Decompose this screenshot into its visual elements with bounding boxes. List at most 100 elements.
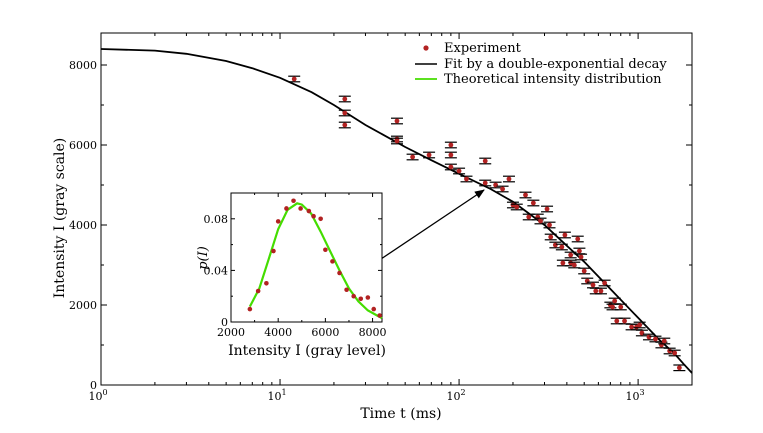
x-tick-label: 103 — [626, 388, 645, 403]
theoretical-curve — [248, 202, 383, 320]
inset-x-tick-label: 2000 — [217, 326, 245, 339]
data-point — [538, 218, 543, 224]
data-point — [618, 304, 624, 310]
data-point — [610, 304, 615, 310]
inset-data-point — [344, 287, 349, 293]
data-point — [544, 206, 550, 212]
inset-data-point — [323, 247, 328, 253]
data-point — [291, 76, 297, 82]
data-point — [526, 214, 532, 220]
inset-data-point — [337, 270, 342, 276]
inset-data-point — [377, 313, 382, 318]
data-point — [448, 142, 454, 148]
main-y-axis-label: Intensity I (gray scale) — [52, 138, 68, 299]
main-plot — [100, 32, 693, 386]
x-tick-label: 100 — [88, 388, 107, 403]
inset-data-point — [298, 206, 303, 211]
data-point — [514, 204, 520, 210]
data-point — [672, 350, 678, 356]
data-point — [394, 118, 400, 124]
inset-plot: 2000 4000 6000 8000 0 0.04 0.08 Intensity I (g… — [196, 192, 387, 359]
y-tick-label: 8000 — [69, 59, 97, 72]
y-tick-label: 4000 — [69, 219, 97, 232]
data-point — [571, 262, 577, 268]
inset-data-point — [330, 259, 335, 264]
inset-data-point — [264, 281, 269, 286]
inset-data-point — [291, 198, 296, 204]
legend-theory-label: Theoretical intensity distribution — [444, 72, 662, 87]
legend: Experiment Fit by a double-exponential d… — [415, 41, 667, 87]
inset-y-tick-label: 0.04 — [204, 264, 229, 277]
main-series — [100, 48, 693, 374]
data-point — [661, 338, 667, 344]
fit-curve — [100, 48, 693, 374]
data-point — [653, 336, 658, 342]
data-point — [646, 334, 652, 340]
inset-y-axis-label: p(I) — [196, 246, 211, 270]
legend-experiment-marker — [423, 45, 429, 51]
data-point — [426, 152, 432, 158]
x-tick-label: 101 — [267, 388, 286, 403]
inset-data-point — [271, 248, 276, 254]
main-plot-frame — [100, 32, 693, 386]
inset-data-point — [247, 306, 253, 312]
inset-data-point — [284, 206, 289, 211]
data-point — [602, 280, 608, 286]
main-x-axis-label: Time t (ms) — [360, 406, 441, 422]
inset-data-point — [311, 213, 316, 219]
y-tick-label: 6000 — [69, 139, 97, 152]
data-point — [612, 298, 618, 304]
data-point — [500, 186, 505, 192]
data-point — [456, 168, 462, 174]
data-point — [667, 348, 673, 354]
inset-y-tick-label: 0 — [221, 316, 228, 329]
data-point — [448, 152, 454, 158]
data-point — [410, 154, 415, 160]
inset-x-tick-label: 8000 — [359, 326, 387, 339]
data-point — [464, 176, 469, 182]
data-point — [590, 282, 596, 288]
data-point — [448, 164, 454, 170]
data-point — [575, 236, 581, 242]
inset-data-point — [351, 293, 356, 299]
data-point — [530, 200, 536, 206]
inset-data-point — [371, 306, 377, 312]
data-point — [622, 318, 627, 324]
legend-fit-label: Fit by a double-exponential decay — [444, 57, 667, 72]
x-tick-label: 102 — [447, 388, 466, 403]
data-point — [562, 232, 568, 238]
data-point — [482, 180, 488, 186]
data-point — [578, 254, 584, 260]
data-point — [598, 288, 604, 294]
inset-series — [247, 198, 383, 320]
annotation-arrow — [380, 189, 485, 260]
inset-data-point — [365, 295, 371, 300]
inset-y-tick-label: 0.08 — [204, 213, 229, 226]
data-point — [548, 234, 554, 240]
data-point — [547, 222, 552, 228]
inset-data-point — [306, 208, 312, 214]
data-point — [637, 322, 643, 328]
data-point — [523, 192, 528, 198]
y-tick-label: 0 — [90, 379, 97, 392]
inset-ticks: 2000 4000 6000 8000 0 0.04 0.08 — [204, 193, 387, 339]
data-point — [560, 260, 566, 266]
data-point — [342, 110, 348, 116]
inset-data-point — [255, 288, 261, 294]
data-point — [614, 318, 620, 324]
data-point — [506, 176, 512, 182]
data-point — [342, 122, 348, 128]
data-point — [676, 365, 682, 371]
data-point — [581, 268, 587, 274]
data-point — [559, 244, 565, 250]
data-point — [593, 288, 599, 294]
data-point — [568, 252, 574, 258]
inset-data-point — [275, 219, 281, 224]
data-point — [482, 158, 488, 164]
data-point — [342, 96, 348, 102]
data-point — [394, 138, 400, 144]
inset-x-axis-label: Intensity I (gray level) — [228, 343, 386, 359]
inset-data-point — [318, 216, 323, 222]
